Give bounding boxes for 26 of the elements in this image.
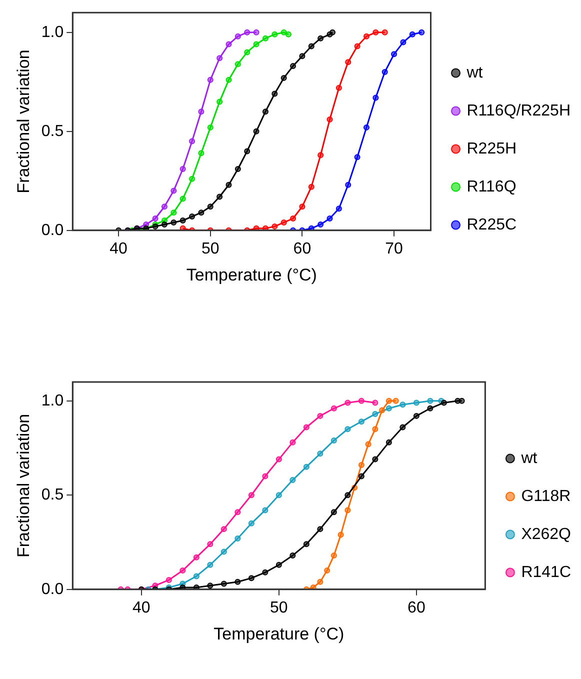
y-tick-label: 0.5 [41, 486, 64, 504]
x-tick-label: 50 [201, 240, 220, 258]
x-tick-label: 40 [132, 599, 150, 616]
y-tick-label: 0.0 [41, 222, 64, 239]
x-axis-title: Temperature (°C) [214, 624, 344, 644]
y-tick-label: 1.0 [41, 24, 64, 41]
x-tick-label: 60 [293, 240, 312, 258]
legend-label: X262Q [521, 526, 571, 543]
legend-label: wt [520, 450, 538, 467]
y-tick-label: 0.0 [41, 580, 64, 598]
y-tick-label: 0.5 [41, 122, 64, 140]
x-tick-label: 50 [270, 599, 288, 616]
legend-label: G118R [521, 488, 571, 505]
legend-label: R141C [521, 564, 571, 581]
y-axis-title: Fractional variation [14, 414, 33, 558]
x-axis-title: Temperature (°C) [186, 265, 317, 284]
x-tick-label: 40 [110, 240, 128, 258]
legend-label: R116Q/R225H [466, 102, 571, 120]
legend-label: R116Q [466, 178, 516, 196]
x-tick-label: 60 [408, 599, 426, 616]
x-tick-label: 70 [385, 240, 404, 258]
y-tick-label: 1.0 [41, 392, 64, 410]
legend-label: wt [466, 64, 484, 82]
legend-label: R225H [466, 140, 517, 158]
legend-label: R225C [466, 216, 517, 234]
y-axis-title: Fractional variation [14, 50, 33, 194]
